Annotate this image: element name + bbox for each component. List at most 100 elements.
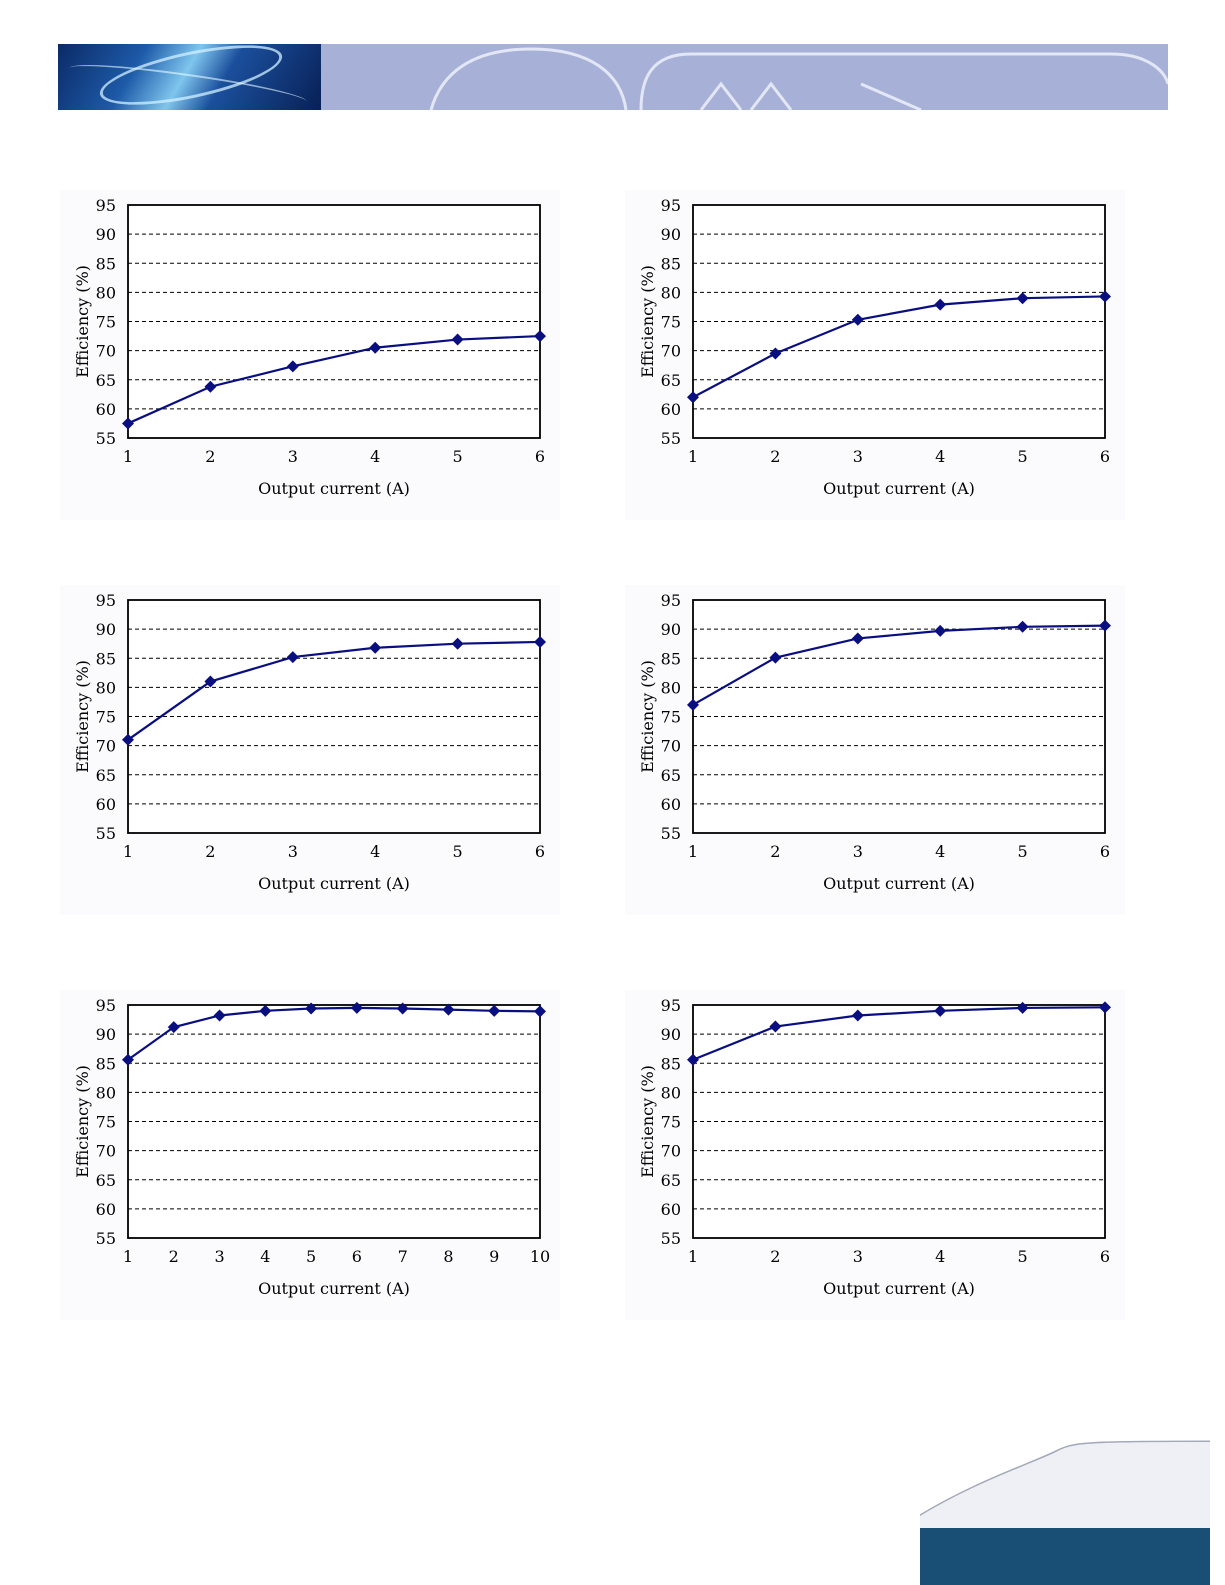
y-tick-label: 85 — [661, 649, 681, 668]
y-tick-label: 80 — [661, 1083, 681, 1102]
efficiency-chart-4: 55 60 65 70 75 80 85 90 95 1 2 3 4 5 6 Output current (… — [625, 585, 1125, 915]
efficiency-chart-1: 55 60 65 70 75 80 85 90 95 1 2 3 4 5 6 Output current (… — [60, 190, 560, 520]
data-point — [1099, 619, 1111, 632]
y-tick-label: 75 — [96, 1113, 116, 1132]
x-tick-label: 3 — [288, 842, 298, 861]
y-tick-label: 60 — [661, 795, 681, 814]
efficiency-chart-2: 55 60 65 70 75 80 85 90 95 1 2 3 4 5 6 Output current (… — [625, 190, 1125, 520]
plot-frame — [692, 204, 1106, 439]
x-tick-label: 1 — [688, 842, 698, 861]
y-tick-label: 95 — [661, 196, 681, 215]
y-tick-label: 85 — [96, 1054, 116, 1073]
data-point — [851, 1009, 864, 1022]
y-tick-label: 95 — [96, 196, 116, 215]
data-point — [1016, 1001, 1029, 1014]
y-tick-label: 70 — [96, 737, 116, 756]
y-tick-label: 70 — [661, 737, 681, 756]
x-tick-label: 1 — [123, 842, 133, 861]
data-point — [122, 1053, 134, 1066]
x-tick-label: 4 — [935, 447, 945, 466]
x-tick-label: 5 — [453, 447, 463, 466]
y-tick-label: 60 — [661, 400, 681, 419]
data-point — [259, 1004, 272, 1017]
data-point — [442, 1003, 455, 1016]
y-axis-label: Efficiency (%) — [73, 265, 92, 378]
x-tick-label: 6 — [535, 842, 545, 861]
y-tick-label: 55 — [96, 824, 116, 843]
data-point — [934, 624, 947, 637]
series-line — [692, 1006, 1106, 1061]
efficiency-chart-3: 55 60 65 70 75 80 85 90 95 1 2 3 4 5 6 Output current (… — [60, 585, 560, 915]
x-tick-label: 3 — [853, 447, 863, 466]
y-tick-label: 60 — [661, 1200, 681, 1219]
y-tick-label: 70 — [96, 1142, 116, 1161]
efficiency-chart-5: 55 60 65 70 75 80 85 90 95 1 2 3 4 5 6 7 8 9 10 Output curr… — [60, 990, 560, 1320]
data-point — [1099, 290, 1111, 303]
data-point — [451, 333, 464, 346]
data-point — [369, 341, 382, 354]
x-tick-label: 3 — [853, 1247, 863, 1266]
x-tick-label: 5 — [1018, 1247, 1028, 1266]
banner-photo — [58, 44, 321, 110]
plot-frame — [127, 599, 541, 834]
x-tick-label: 1 — [688, 447, 698, 466]
data-point — [534, 635, 546, 648]
header-banner — [58, 44, 1168, 110]
series-line — [692, 295, 1106, 399]
y-tick-label: 65 — [661, 371, 681, 390]
y-axis-label: Efficiency (%) — [73, 1065, 92, 1178]
x-tick-label: 4 — [935, 842, 945, 861]
series-line — [127, 640, 541, 741]
data-point — [1099, 1001, 1111, 1014]
x-tick-label: 3 — [853, 842, 863, 861]
x-tick-label: 3 — [288, 447, 298, 466]
data-point — [451, 637, 464, 650]
y-axis-label: Efficiency (%) — [638, 265, 657, 378]
x-tick-label: 8 — [443, 1247, 453, 1266]
x-tick-label: 4 — [370, 842, 380, 861]
x-tick-label: 5 — [1018, 842, 1028, 861]
data-point — [213, 1009, 226, 1022]
y-tick-label: 85 — [661, 254, 681, 273]
data-point — [305, 1002, 318, 1015]
data-point — [488, 1004, 501, 1017]
data-point — [534, 1005, 546, 1018]
x-tick-label: 5 — [1018, 447, 1028, 466]
data-point — [122, 733, 134, 746]
y-tick-label: 80 — [661, 678, 681, 697]
y-tick-label: 95 — [661, 591, 681, 610]
series-line — [692, 624, 1106, 706]
y-tick-label: 85 — [661, 1054, 681, 1073]
x-axis-label: Output current (A) — [823, 874, 975, 893]
data-point — [350, 1001, 363, 1014]
data-point — [934, 298, 947, 311]
y-tick-label: 75 — [96, 313, 116, 332]
data-point — [167, 1021, 180, 1034]
y-tick-label: 65 — [96, 1171, 116, 1190]
x-tick-label: 3 — [214, 1247, 224, 1266]
y-tick-label: 65 — [96, 371, 116, 390]
x-tick-label: 9 — [489, 1247, 499, 1266]
x-tick-label: 1 — [123, 1247, 133, 1266]
x-axis-label: Output current (A) — [258, 1279, 410, 1298]
x-axis-label: Output current (A) — [258, 479, 410, 498]
y-tick-label: 80 — [96, 678, 116, 697]
data-point — [534, 330, 546, 343]
y-axis-label: Efficiency (%) — [638, 1065, 657, 1178]
y-tick-label: 55 — [96, 429, 116, 448]
data-point — [687, 1053, 699, 1066]
series-line — [127, 334, 541, 425]
efficiency-chart-6: 55 60 65 70 75 80 85 90 95 1 2 3 4 5 6 Output current (… — [625, 990, 1125, 1320]
data-point — [396, 1002, 409, 1015]
y-tick-label: 75 — [661, 313, 681, 332]
series-line — [127, 1006, 541, 1061]
footer-bar — [920, 1528, 1210, 1585]
y-tick-label: 90 — [661, 1025, 681, 1044]
data-point — [1016, 292, 1029, 305]
x-tick-label: 2 — [205, 842, 215, 861]
data-point — [769, 1020, 782, 1033]
plot-frame — [127, 1004, 541, 1239]
y-tick-label: 65 — [661, 766, 681, 785]
x-tick-label: 5 — [306, 1247, 316, 1266]
data-point — [122, 417, 134, 430]
